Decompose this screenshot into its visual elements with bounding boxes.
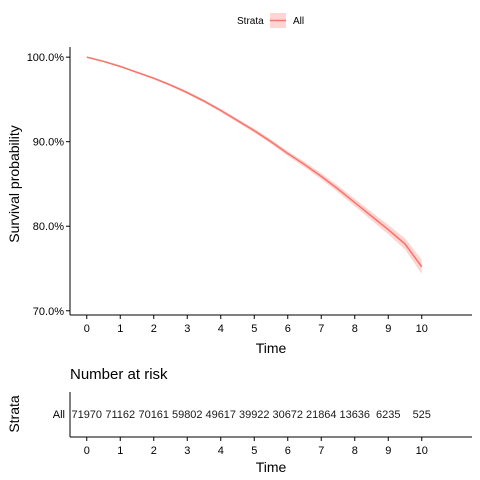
x-tick-label: 3: [184, 323, 190, 335]
y-tick-label: 100.0%: [27, 52, 65, 64]
y-tick-label: 70.0%: [33, 306, 64, 318]
x-tick-label: 2: [151, 323, 157, 335]
x-tick-label: 6: [285, 323, 291, 335]
y-axis-ticks: 70.0% 80.0% 90.0% 100.0%: [27, 52, 70, 318]
risk-value: 13636: [339, 409, 370, 421]
x-axis-ticks: 0 1 2 3 4 5 6 7 8 9 10: [84, 315, 428, 335]
legend: Strata All: [237, 13, 304, 28]
x-tick-label: 8: [352, 323, 358, 335]
x-tick-label: 4: [218, 323, 224, 335]
risk-value: 49617: [205, 409, 236, 421]
y-tick-label: 80.0%: [33, 221, 64, 233]
risk-value: 59802: [172, 409, 203, 421]
risk-x-tick-label: 0: [84, 445, 90, 457]
risk-x-tick-label: 7: [318, 445, 324, 457]
risk-table: Number at risk Strata All 71970 71162 7016…: [6, 366, 472, 475]
risk-x-tick-label: 3: [184, 445, 190, 457]
x-tick-label: 10: [416, 323, 428, 335]
legend-title: Strata: [237, 16, 264, 27]
risk-x-tick-label: 9: [385, 445, 391, 457]
risk-x-tick-label: 5: [251, 445, 257, 457]
y-axis-title: Survival probability: [6, 125, 22, 243]
risk-table-y-title: Strata: [6, 395, 22, 433]
survival-line-all: [86, 56, 423, 268]
x-tick-label: 1: [117, 323, 123, 335]
risk-x-tick-label: 4: [218, 445, 224, 457]
risk-x-tick-label: 1: [117, 445, 123, 457]
risk-table-title: Number at risk: [70, 366, 168, 383]
risk-value: 39922: [239, 409, 270, 421]
risk-values: 71970 71162 70161 59802 49617 39922 30672 21864…: [71, 409, 430, 421]
confidence-band-all: [86, 57, 422, 275]
risk-x-tick-label: 8: [352, 445, 358, 457]
x-tick-label: 0: [84, 323, 90, 335]
risk-value: 21864: [306, 409, 337, 421]
x-axis-title: Time: [256, 340, 287, 356]
x-tick-label: 9: [385, 323, 391, 335]
x-tick-label: 7: [318, 323, 324, 335]
risk-value: 525: [413, 409, 431, 421]
risk-x-tick-label: 6: [285, 445, 291, 457]
risk-value: 71970: [71, 409, 102, 421]
y-tick-label: 90.0%: [33, 137, 64, 149]
x-tick-label: 5: [251, 323, 257, 335]
risk-value: 70161: [138, 409, 169, 421]
risk-value: 71162: [105, 409, 135, 421]
legend-label-all: All: [293, 16, 304, 27]
risk-row-label-all: All: [53, 409, 65, 421]
risk-x-tick-label: 2: [151, 445, 157, 457]
risk-value: 6235: [376, 409, 400, 421]
risk-x-axis-ticks: 0 1 2 3 4 5 6 7 8 9 10: [84, 437, 428, 457]
risk-x-tick-label: 10: [416, 445, 428, 457]
risk-x-axis-title: Time: [256, 459, 287, 475]
risk-value: 30672: [272, 409, 303, 421]
survival-plot: 70.0%80.0%90.0%100.0% 0 1 2 3 4 5 6 7 8 9 10 Time …: [6, 47, 472, 356]
